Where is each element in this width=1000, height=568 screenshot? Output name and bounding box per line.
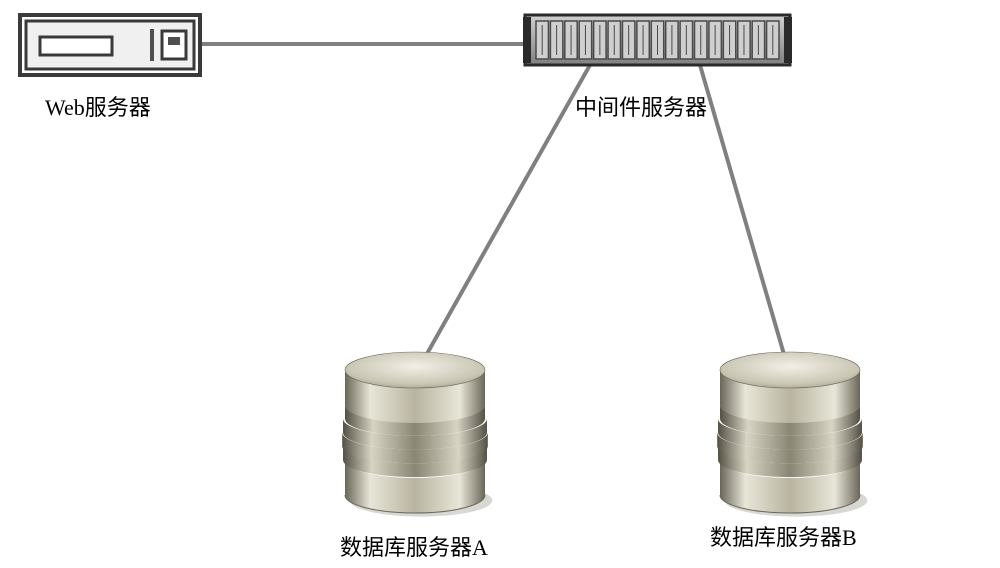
web-server-icon: [20, 15, 200, 75]
database-a-icon: [342, 352, 492, 517]
middleware-server-label: 中间件服务器: [575, 90, 707, 122]
web-server-label: Web服务器: [45, 90, 151, 122]
middleware-server-icon: [523, 15, 792, 65]
diagram-canvas: [0, 0, 1000, 568]
database-b-label: 数据库服务器B: [710, 520, 857, 552]
database-b-icon: [717, 352, 867, 517]
database-a-label: 数据库服务器A: [340, 530, 488, 562]
